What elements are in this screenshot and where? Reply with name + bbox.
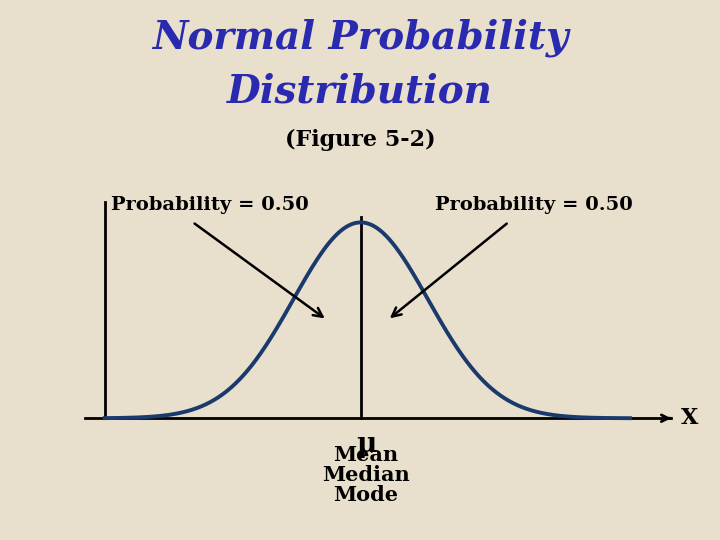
Text: Normal Probability: Normal Probability: [152, 18, 568, 57]
Text: Probability = 0.50: Probability = 0.50: [112, 195, 309, 214]
Text: μ: μ: [356, 430, 377, 457]
Text: Mode: Mode: [333, 484, 399, 504]
Text: Distribution: Distribution: [227, 73, 493, 111]
Text: Mean: Mean: [333, 446, 399, 465]
Text: Median: Median: [323, 465, 410, 485]
Text: (Figure 5-2): (Figure 5-2): [284, 130, 436, 151]
Text: X: X: [680, 407, 698, 429]
Text: Probability = 0.50: Probability = 0.50: [435, 195, 633, 214]
